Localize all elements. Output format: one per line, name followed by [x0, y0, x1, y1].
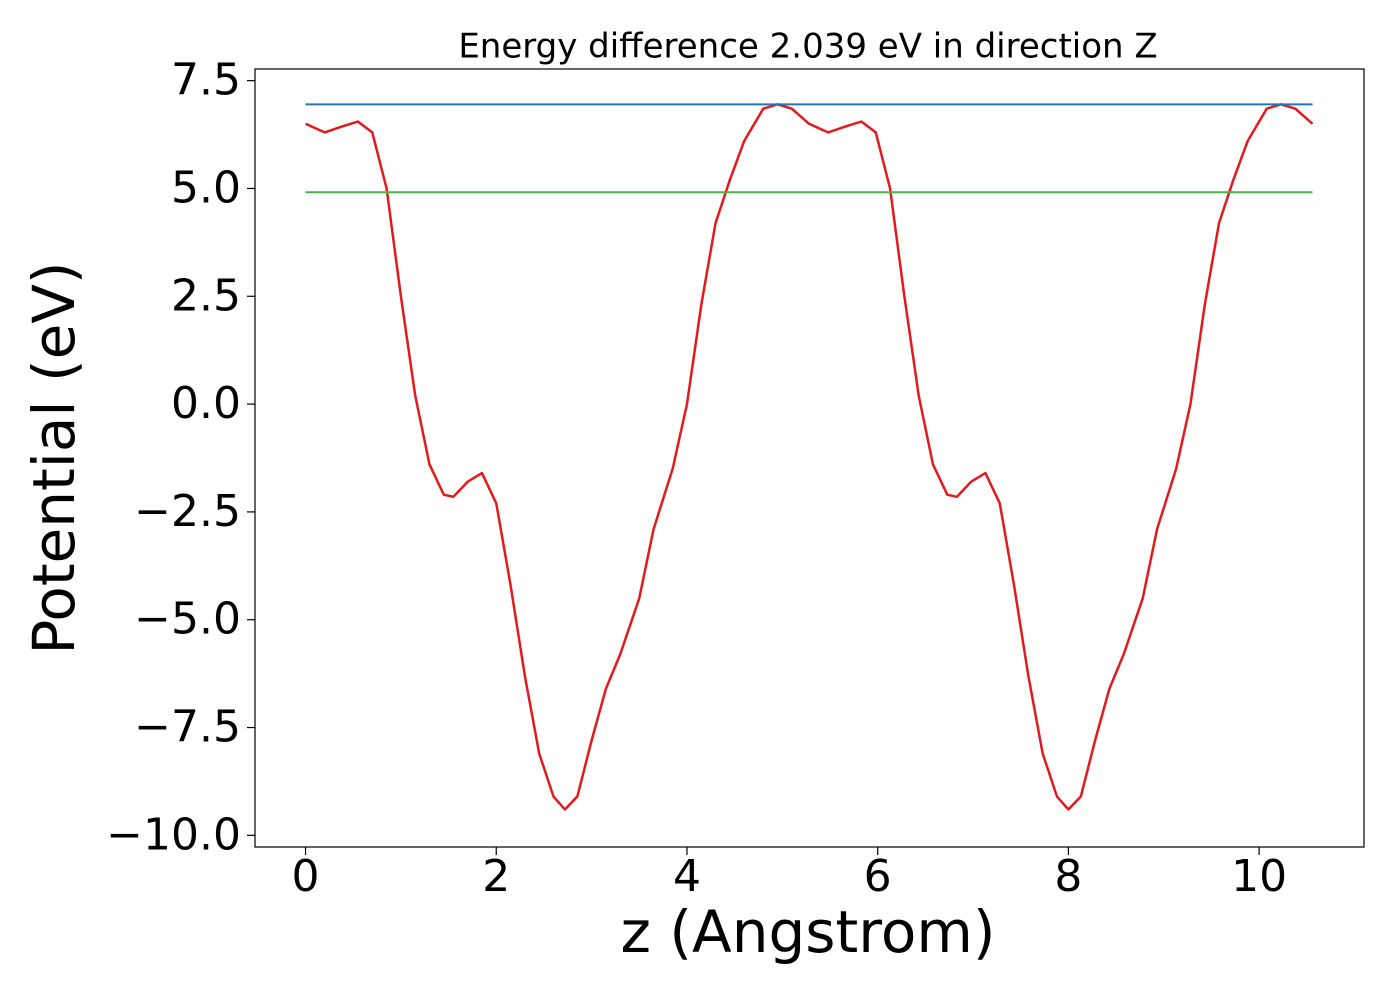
y-tick-label: −5.0	[134, 594, 241, 645]
y-tick-label: −10.0	[106, 809, 241, 860]
y-tick-label: 5.0	[171, 162, 241, 213]
x-tick-label: 10	[1231, 851, 1287, 902]
x-tick-label: 6	[864, 851, 892, 902]
plot-frame	[254, 68, 1365, 848]
y-tick-label: −2.5	[134, 486, 241, 537]
y-tick-label: 7.5	[171, 55, 241, 106]
y-tick-label: 2.5	[171, 270, 241, 321]
chart-title: Energy difference 2.039 eV in direction …	[458, 27, 1157, 67]
y-axis-label: Potential (eV)	[20, 261, 88, 654]
x-axis-label: z (Angstrom)	[621, 898, 996, 966]
x-tick-label: 2	[482, 851, 510, 902]
x-tick-label: 4	[673, 851, 701, 902]
y-tick-label: 0.0	[171, 378, 241, 429]
x-tick-label: 8	[1054, 851, 1082, 902]
y-tick-label: −7.5	[134, 702, 241, 753]
x-tick-label: 0	[292, 851, 320, 902]
data-line	[305, 103, 1314, 811]
